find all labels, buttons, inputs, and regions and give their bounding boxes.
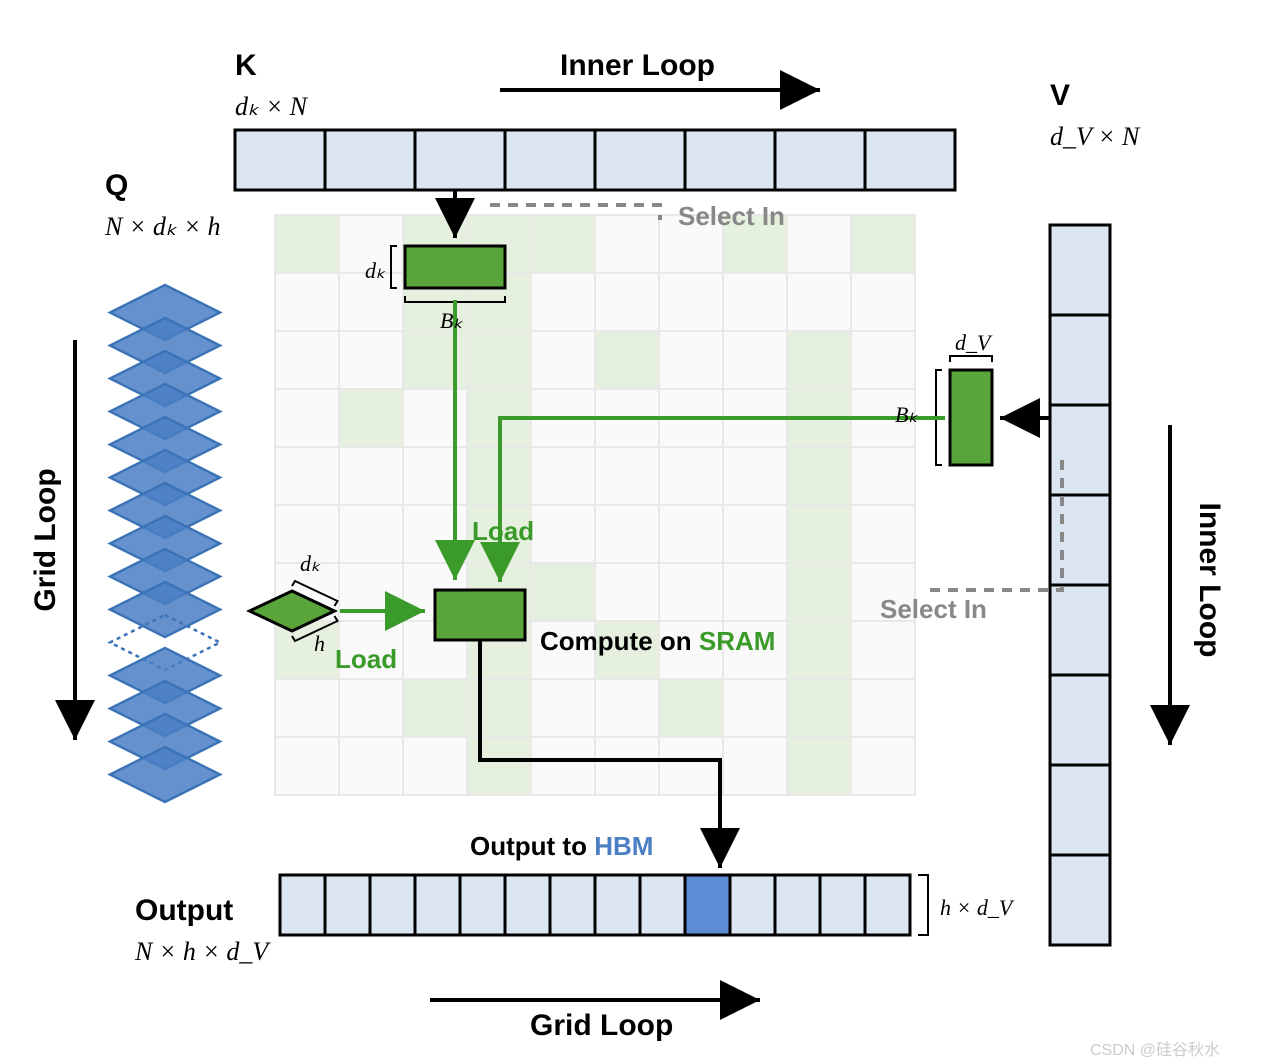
v-dim: d_V × N (1050, 122, 1141, 151)
output-label: Output (135, 894, 233, 927)
output-strip (280, 875, 910, 935)
v-strip (1050, 225, 1110, 945)
watermark: CSDN @硅谷秋水 (1090, 1041, 1220, 1059)
q-dim: N × dₖ × h (104, 212, 221, 241)
compute-grid (275, 215, 915, 795)
output-to-hbm: Output to HBM (470, 831, 653, 861)
compute-on-sram: Compute on SRAM (540, 626, 775, 656)
v-label: V (1050, 79, 1070, 112)
bk-right: Bₖ (895, 402, 918, 427)
dk-diamond: dₖ (300, 551, 321, 576)
inner-loop-right: Inner Loop (1193, 503, 1226, 658)
dk-top: dₖ (365, 258, 386, 283)
k-dim: dₖ × N (235, 92, 309, 121)
grid-loop-left: Grid Loop (29, 468, 62, 611)
dv-right: d_V (955, 330, 993, 355)
h-diamond: h (314, 631, 325, 656)
q-label: Q (105, 169, 128, 202)
bk-top: Bₖ (440, 308, 463, 333)
grid-loop-bottom: Grid Loop (530, 1009, 673, 1042)
inner-loop-top: Inner Loop (560, 49, 715, 82)
k-label: K (235, 49, 257, 82)
select-in-top: Select In (678, 201, 785, 231)
load-2: Load (335, 644, 397, 674)
load-1: Load (472, 516, 534, 546)
hxdv: h × d_V (940, 895, 1015, 920)
select-in-right: Select In (880, 594, 987, 624)
output-dim: N × h × d_V (134, 937, 271, 966)
k-strip (235, 130, 955, 190)
q-stack (110, 285, 220, 802)
